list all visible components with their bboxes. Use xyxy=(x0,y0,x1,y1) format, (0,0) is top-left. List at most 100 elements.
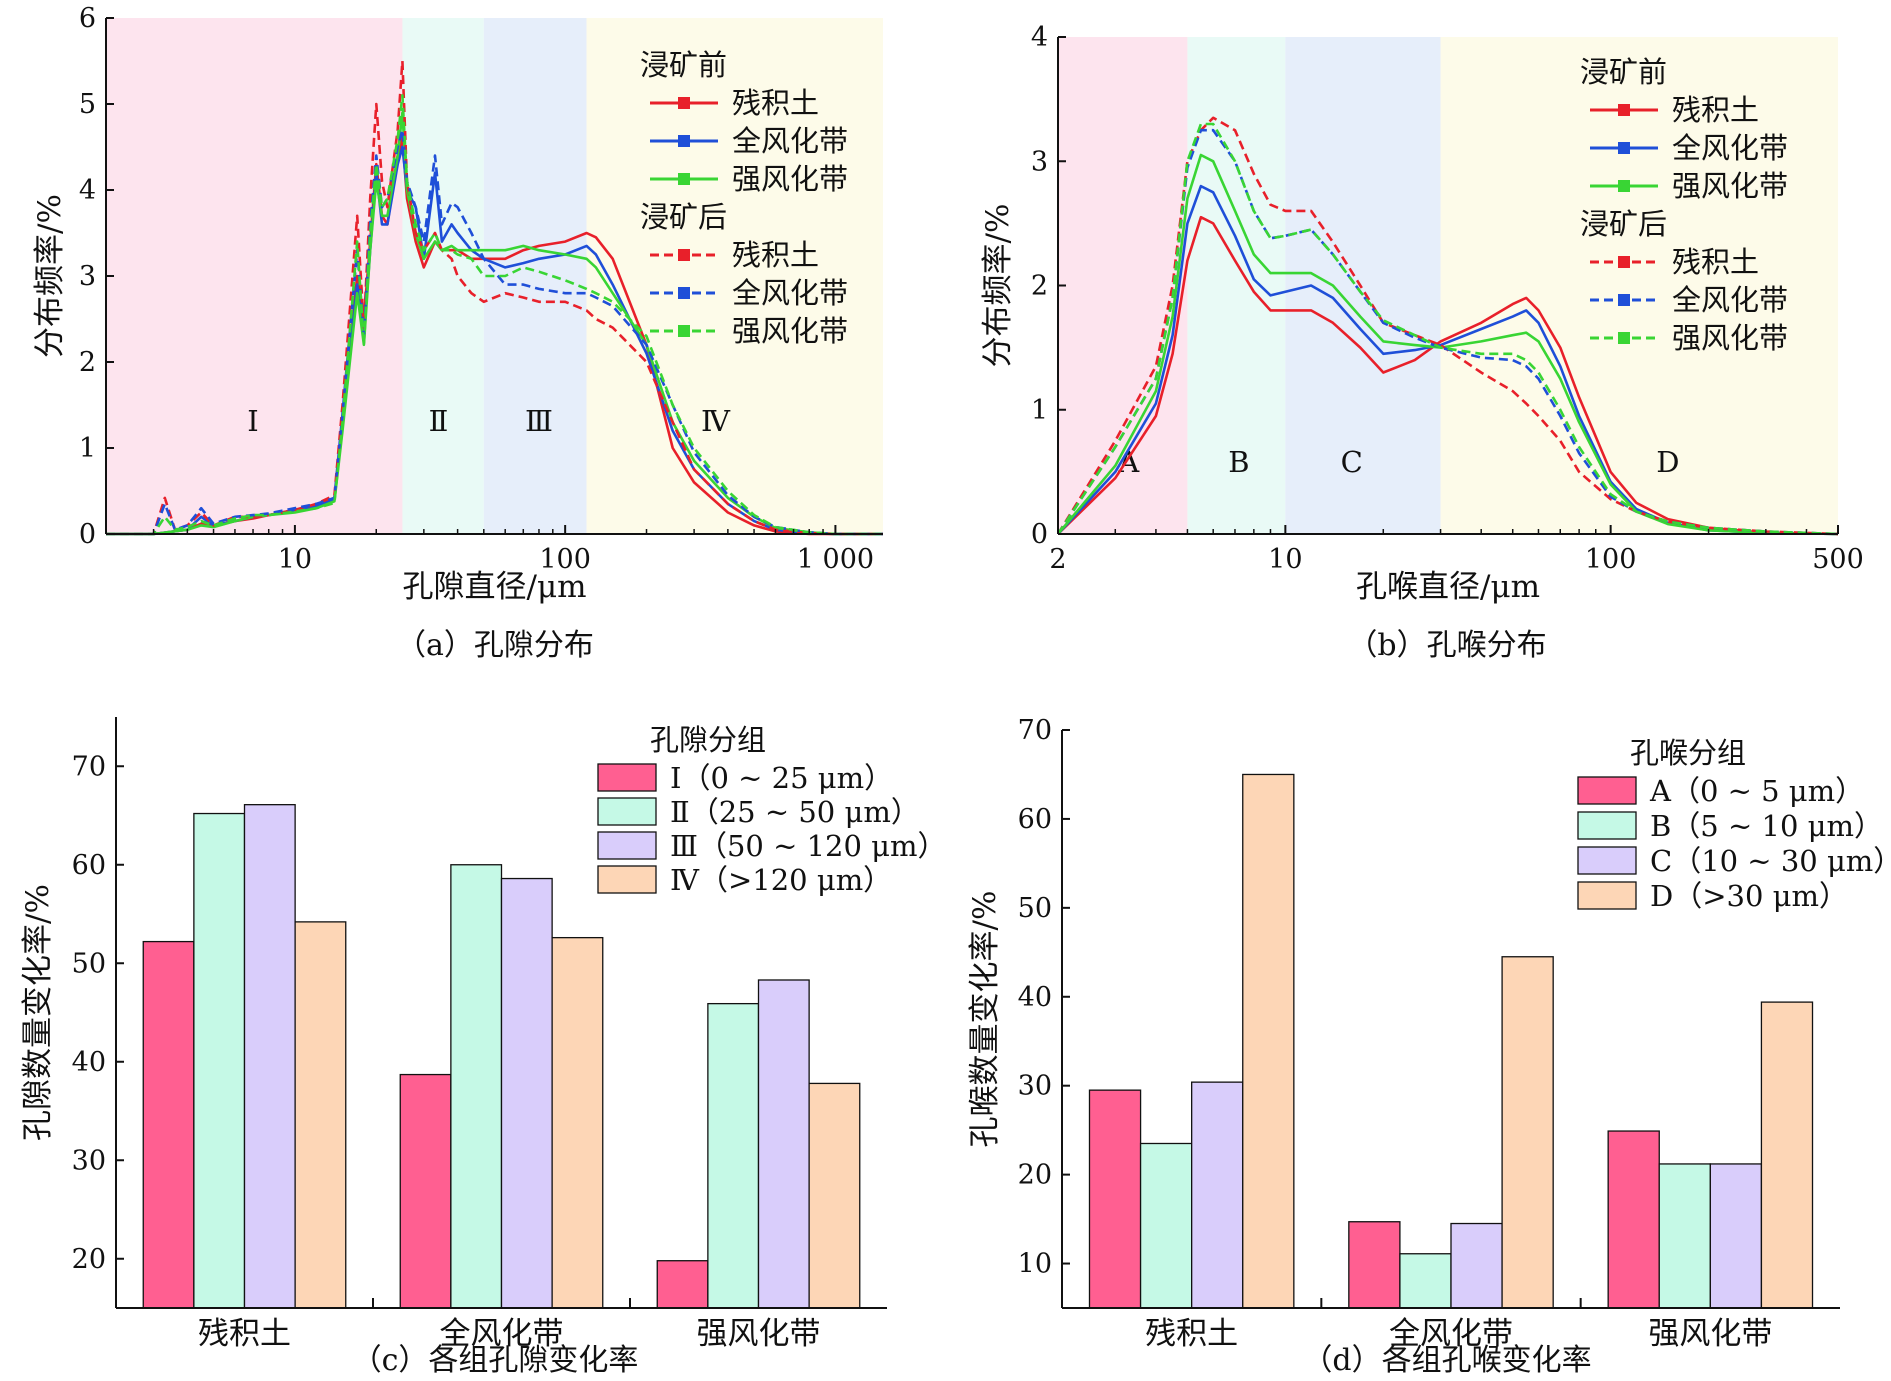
region-label: Ⅲ xyxy=(525,404,553,438)
legend-label: 残积土 xyxy=(1672,245,1759,279)
chart-c: 20 30 40 50 60 70 残积土 全风化带 强风化带 孔隙数量变化率/% （c）各组孔隙变… xyxy=(20,717,947,1378)
y-tick-label: 30 xyxy=(1018,1071,1052,1102)
legend-marker xyxy=(678,325,690,337)
bar xyxy=(450,864,503,1309)
legend-swatch xyxy=(597,865,657,894)
bar xyxy=(1760,1001,1814,1309)
legend-marker xyxy=(1618,180,1630,192)
y-tick-label: 6 xyxy=(79,3,96,34)
legend-swatch xyxy=(1577,881,1637,910)
region-band-3 xyxy=(1440,37,1838,534)
legend-label: Ⅰ（0 ~ 25 μm） xyxy=(670,761,893,795)
region-band-0 xyxy=(106,18,403,534)
legend-swatch xyxy=(1577,846,1637,875)
legend-label: 强风化带 xyxy=(732,162,848,196)
bar xyxy=(142,940,195,1309)
region-band-3 xyxy=(586,18,883,534)
legend-label: D（>30 μm） xyxy=(1650,879,1848,913)
bar xyxy=(243,804,296,1309)
y-tick-label: 40 xyxy=(1018,982,1052,1013)
region-label: Ⅰ xyxy=(247,404,258,438)
y-tick-label: 70 xyxy=(72,751,106,782)
legend-marker xyxy=(678,135,690,147)
x-category-label: 全风化带 xyxy=(440,1316,564,1352)
x-axis-label: 孔喉直径/μm xyxy=(1356,569,1540,605)
legend-group-title: 浸矿后 xyxy=(640,200,727,234)
region-label: D xyxy=(1656,445,1679,479)
bar xyxy=(1709,1163,1763,1309)
legend-marker xyxy=(678,287,690,299)
x-category-label: 残积土 xyxy=(1145,1316,1238,1352)
legend-label: 全风化带 xyxy=(1672,131,1788,165)
legend-swatch xyxy=(597,831,657,860)
region-label: C xyxy=(1341,445,1363,479)
x-tick-label: 500 xyxy=(1812,544,1864,575)
y-tick-label: 20 xyxy=(1018,1160,1052,1191)
legend-label: 全风化带 xyxy=(1672,283,1788,317)
y-tick-label: 60 xyxy=(1018,804,1052,835)
bar xyxy=(1348,1221,1401,1309)
y-tick-label: 4 xyxy=(1031,22,1048,53)
legend-group-title: 浸矿前 xyxy=(640,48,727,82)
legend-label: C（10 ~ 30 μm） xyxy=(1650,844,1891,878)
legend-group-title: 浸矿后 xyxy=(1580,207,1667,241)
bar xyxy=(294,921,347,1309)
y-tick-label: 50 xyxy=(1018,893,1052,924)
bar xyxy=(1501,956,1554,1309)
region-label: B xyxy=(1228,445,1249,479)
x-tick-label: 10 xyxy=(1268,544,1302,575)
region-band-1 xyxy=(402,18,484,534)
bar xyxy=(1139,1142,1193,1309)
legend-swatch xyxy=(1577,811,1637,840)
legend-label: 残积土 xyxy=(1672,93,1759,127)
legend-label: 全风化带 xyxy=(732,276,848,310)
bar xyxy=(1242,773,1295,1309)
legend-marker xyxy=(678,249,690,261)
y-tick-label: 3 xyxy=(79,261,96,292)
x-tick-label: 100 xyxy=(1585,544,1637,575)
chart-caption: （c）各组孔隙变化率 xyxy=(352,1343,639,1378)
y-tick-label: 0 xyxy=(1031,519,1048,550)
series-line xyxy=(1057,215,1839,536)
series-line xyxy=(1057,153,1839,536)
y-tick-label: 50 xyxy=(72,948,106,979)
y-tick-label: 0 xyxy=(79,519,96,550)
chart-caption: （a）孔隙分布 xyxy=(396,628,594,663)
y-tick-label: 2 xyxy=(1031,271,1048,302)
y-axis-label: 分布频率/% xyxy=(980,204,1016,368)
legend-label: 强风化带 xyxy=(1672,169,1788,203)
y-axis-label: 孔喉数量变化率/% xyxy=(967,891,1003,1148)
legend-group-title: 浸矿前 xyxy=(1580,55,1667,89)
legend-label: Ⅲ（50 ~ 120 μm） xyxy=(670,829,947,863)
chart-caption: （d）各组孔喉变化率 xyxy=(1302,1343,1591,1378)
legend-marker xyxy=(678,97,690,109)
region-label: Ⅱ xyxy=(429,404,449,438)
legend-label: B（5 ~ 10 μm） xyxy=(1650,809,1883,843)
y-tick-label: 5 xyxy=(79,89,96,120)
x-tick-label: 100 xyxy=(539,544,591,575)
y-axis-label: 孔隙数量变化率/% xyxy=(20,884,56,1141)
legend-marker xyxy=(1618,294,1630,306)
legend-marker xyxy=(1618,256,1630,268)
chart-d: 10 20 30 40 50 60 70 残积土 全风化带 强风化带 孔喉数量变化率/% （d）各组孔… xyxy=(967,715,1891,1378)
bar xyxy=(1088,1089,1142,1309)
bar xyxy=(1450,1222,1503,1309)
legend-label: Ⅱ（25 ~ 50 μm） xyxy=(670,795,920,829)
bar xyxy=(1399,1253,1452,1309)
legend-marker xyxy=(1618,142,1630,154)
legend-label: 强风化带 xyxy=(1672,321,1788,355)
y-tick-label: 30 xyxy=(72,1145,106,1176)
y-tick-label: 2 xyxy=(79,347,96,378)
bar xyxy=(1607,1130,1660,1309)
legend-swatch xyxy=(1577,776,1637,805)
legend-title: 孔喉分组 xyxy=(1630,736,1746,770)
legend-label: 残积土 xyxy=(732,238,819,272)
x-category-label: 残积土 xyxy=(198,1316,291,1352)
x-category-label: 强风化带 xyxy=(1648,1316,1772,1352)
bar xyxy=(757,979,810,1309)
bar xyxy=(1658,1163,1711,1309)
y-axis-label: 分布频率/% xyxy=(32,194,68,358)
x-axis-label: 孔隙直径/μm xyxy=(403,569,587,605)
legend-marker xyxy=(678,173,690,185)
